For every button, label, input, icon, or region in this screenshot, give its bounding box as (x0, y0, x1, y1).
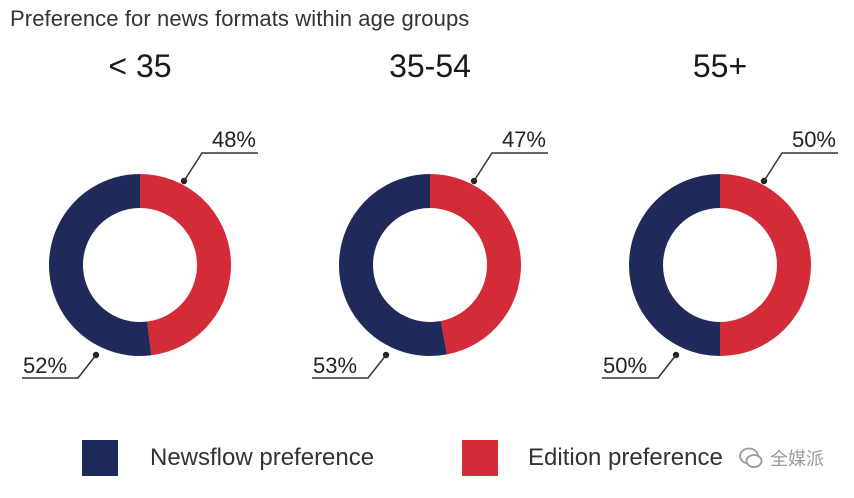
watermark-text: 全媒派 (770, 449, 824, 469)
legend-label-newsflow: Newsflow preference (150, 444, 375, 471)
donut-slice-newsflow-35-54 (339, 174, 448, 356)
donut-slice-newsflow-under-35 (49, 174, 152, 356)
legend-swatch-newsflow (82, 440, 118, 476)
donut-charts: 48% 52% 47% 53% 50% 50% (22, 127, 838, 379)
watermark: 全媒派 (738, 442, 850, 474)
callout-line-newsflow-under-35 (22, 354, 97, 379)
legend-label-edition: Edition preference (528, 444, 723, 471)
data-label-edition-under-35: 48% (212, 127, 256, 152)
donut-slice-edition-55-plus (720, 174, 811, 356)
data-label-newsflow-35-54: 53% (313, 353, 357, 378)
group-label-under-35: < 35 (108, 48, 172, 84)
data-label-edition-35-54: 47% (502, 127, 546, 152)
callout-line-edition-under-35 (183, 152, 258, 182)
donut-slice-edition-under-35 (140, 174, 232, 356)
group-label-35-54: 35-54 (389, 48, 471, 84)
callout-line-newsflow-55-plus (602, 354, 677, 379)
donut-slice-edition-35-54 (430, 174, 522, 355)
chat-bubble-icon (739, 447, 763, 468)
chart-title: Preference for news formats within age g… (10, 6, 470, 31)
callout-line-edition-35-54 (473, 152, 548, 182)
legend: Newsflow preference Edition preference (0, 438, 854, 482)
group-label-55-plus: 55+ (692, 48, 748, 84)
data-label-edition-55-plus: 50% (792, 127, 836, 152)
callout-line-edition-55-plus (763, 152, 838, 182)
data-label-newsflow-55-plus: 50% (603, 353, 647, 378)
legend-swatch-edition (462, 440, 498, 476)
data-label-newsflow-under-35: 52% (23, 353, 67, 378)
callout-line-newsflow-35-54 (312, 354, 387, 379)
donut-slice-newsflow-55-plus (629, 174, 720, 356)
